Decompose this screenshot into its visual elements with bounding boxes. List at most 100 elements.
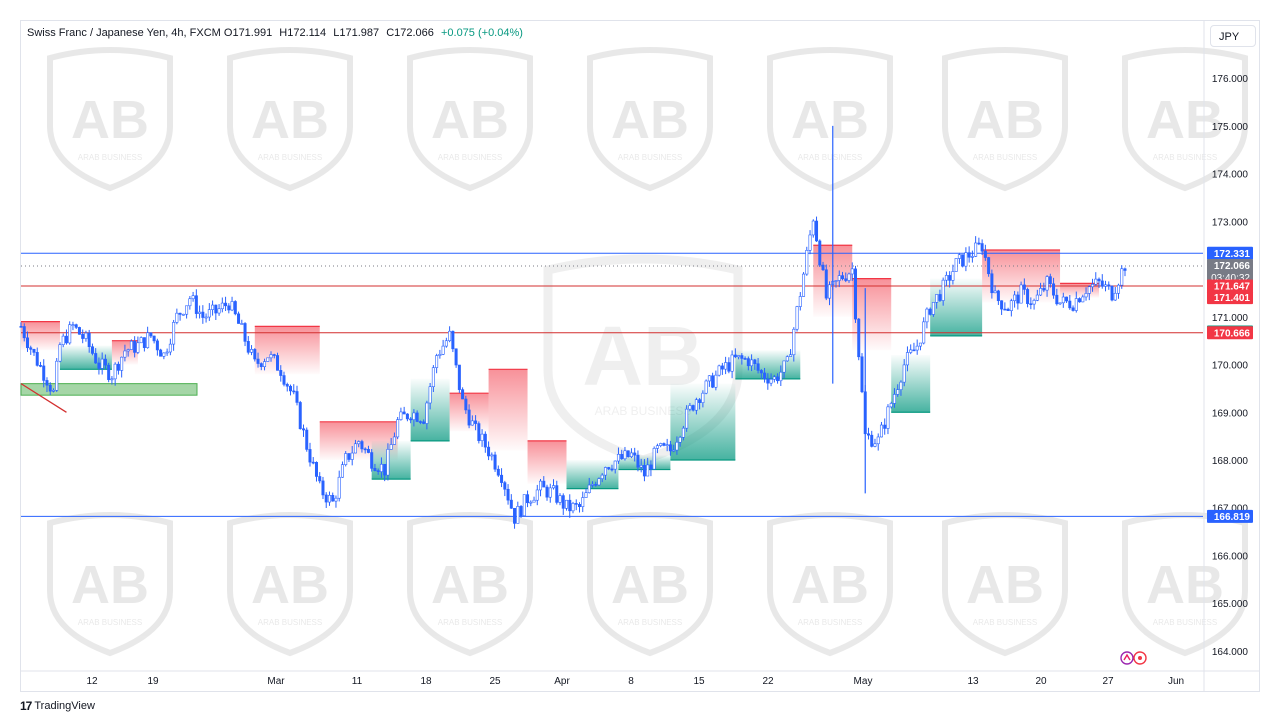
chart-frame	[20, 20, 1260, 692]
candle-body	[94, 353, 98, 364]
candle-body	[165, 351, 169, 354]
candle-body	[704, 380, 708, 394]
green-cloud-area	[930, 278, 983, 336]
candle-body	[308, 449, 312, 463]
candle-body	[532, 499, 536, 503]
candle-body	[259, 363, 263, 368]
candle-body	[266, 357, 270, 362]
candle-body	[363, 448, 367, 451]
candle-body	[964, 252, 968, 267]
candle-body	[45, 380, 49, 386]
candle-body	[561, 495, 565, 509]
svg-text:AB: AB	[71, 90, 149, 150]
price-tick-label: 170.000	[1212, 361, 1249, 372]
candle-body	[1022, 284, 1026, 290]
candle-body	[581, 497, 585, 508]
candle-body	[386, 449, 390, 476]
symbol-title[interactable]: Swiss Franc / Japanese Yen, 4h, FXCM	[27, 27, 221, 39]
svg-text:ARAB BUSINESS: ARAB BUSINESS	[1153, 153, 1217, 162]
candle-body	[412, 412, 416, 420]
candle-body	[555, 485, 559, 503]
candle-body	[347, 453, 351, 460]
candle-body	[879, 424, 883, 438]
candle-body	[1058, 302, 1062, 305]
footer-brand[interactable]: 17 TradingView	[20, 699, 95, 713]
candle-body	[1097, 278, 1101, 282]
candle-body	[409, 418, 413, 421]
price-tick-label: 165.000	[1212, 599, 1249, 610]
price-axis: 176.000175.000174.000173.000172.000171.0…	[1207, 74, 1253, 658]
candle-body	[340, 464, 344, 478]
candle-body	[519, 506, 523, 517]
candle-body	[565, 499, 569, 509]
candle-body	[892, 394, 896, 404]
candle-body	[480, 433, 484, 441]
candle-body	[289, 385, 293, 392]
candle-body	[366, 448, 370, 453]
candle-body	[798, 296, 802, 307]
price-tick-label: 169.000	[1212, 408, 1249, 419]
candle-body	[883, 424, 887, 429]
candle-body	[389, 444, 393, 450]
lower-red-2-price-label: 170.666	[1214, 328, 1251, 339]
candle-body	[987, 257, 991, 275]
candle-body	[633, 452, 637, 456]
candle-body	[558, 495, 562, 503]
candle-body	[272, 354, 276, 356]
candle-body	[405, 413, 409, 420]
candle-body	[714, 374, 718, 388]
candle-body	[496, 468, 500, 476]
candle-body	[425, 402, 429, 424]
candle-body	[993, 290, 997, 294]
indicator-icon[interactable]	[1120, 650, 1150, 666]
candle-body	[607, 467, 611, 470]
candle-body	[571, 503, 575, 512]
candle-body	[461, 389, 465, 400]
price-tick-label: 164.000	[1212, 647, 1249, 658]
candle-body	[967, 252, 971, 258]
candle-body	[1055, 294, 1059, 305]
candle-body	[652, 448, 656, 470]
time-tick-label: 11	[352, 676, 363, 687]
candle-body	[331, 495, 335, 502]
candle-body	[35, 352, 39, 366]
candle-body	[337, 476, 341, 499]
candle-body	[620, 454, 624, 460]
candle-body	[600, 474, 604, 479]
candle-body	[685, 408, 689, 429]
candle-body	[1009, 300, 1013, 311]
candle-body	[646, 464, 650, 477]
candle-body	[711, 375, 715, 388]
ohlc-low: L171.987	[333, 27, 380, 39]
currency-button[interactable]: JPY	[1210, 25, 1256, 47]
candle-body	[1016, 294, 1020, 304]
candle-body	[38, 365, 42, 367]
time-axis: 12 19 Mar 11 18 25 Apr 8 15 22 May 13 20 27 Jun	[21, 20, 1259, 692]
candle-body	[250, 349, 254, 353]
candle-body	[207, 309, 211, 318]
candle-body	[168, 343, 172, 353]
candle-body	[753, 359, 757, 365]
candle-body	[61, 335, 65, 345]
candle-body	[837, 275, 841, 281]
candle-body	[928, 308, 932, 315]
candle-body	[298, 402, 302, 430]
candle-body	[133, 340, 137, 353]
time-tick-label: May	[854, 676, 873, 687]
candle-body	[850, 268, 854, 275]
candle-body	[74, 324, 78, 328]
candle-body	[668, 444, 672, 452]
candle-body	[509, 499, 513, 509]
candle-body	[81, 334, 85, 339]
candle-body	[321, 480, 325, 496]
candle-body	[720, 365, 724, 370]
candle-body	[909, 349, 913, 353]
candle-body	[77, 327, 81, 335]
candle-body	[870, 434, 874, 447]
time-tick-label: Mar	[267, 676, 285, 687]
candle-body	[935, 294, 939, 303]
candle-body	[808, 234, 812, 251]
price-tick-label: 176.000	[1212, 74, 1249, 85]
candle-body	[688, 405, 692, 410]
